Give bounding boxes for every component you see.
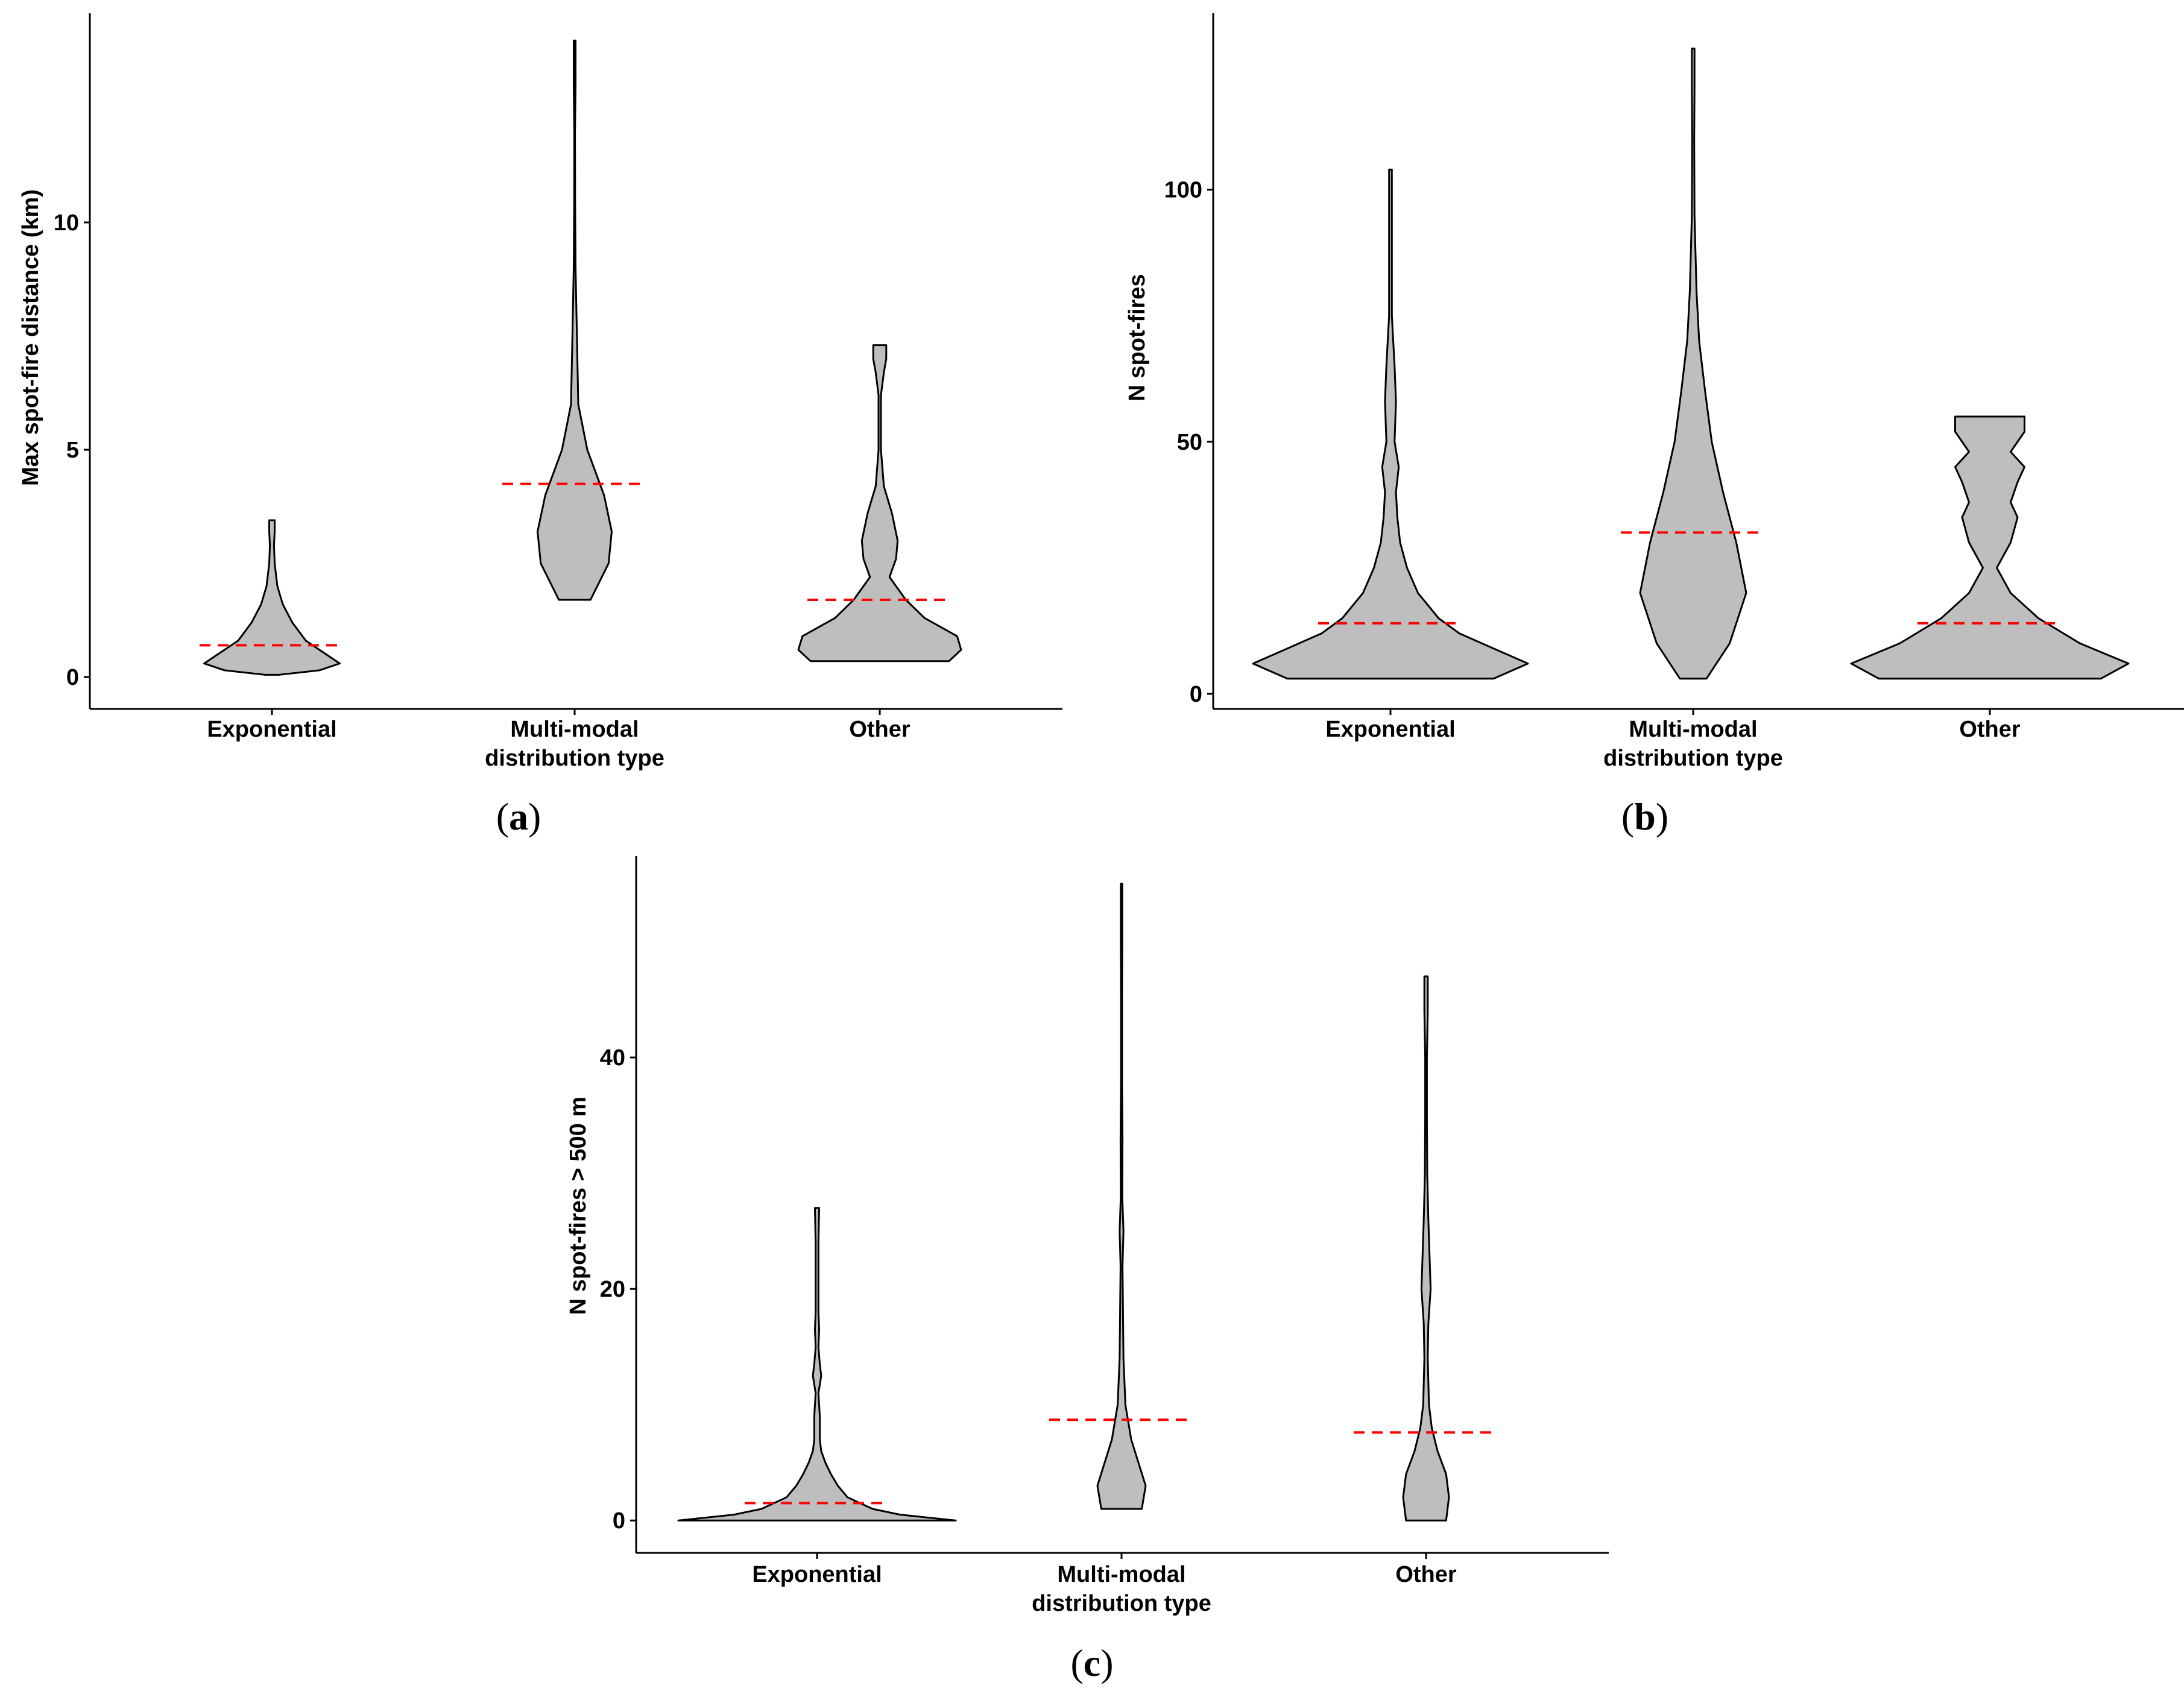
violins-b bbox=[1252, 48, 2130, 680]
violin-a-other bbox=[797, 344, 962, 663]
y-ticks-a: 0 5 10 bbox=[54, 210, 90, 690]
y-tick-label-b-100: 100 bbox=[1164, 178, 1202, 203]
panel-label-a: (a) bbox=[496, 795, 541, 838]
x-tick-label-c-other: Other bbox=[1395, 1562, 1457, 1587]
x-axis-title-b: distribution type bbox=[1603, 746, 1783, 771]
y-tick-label-a-10: 10 bbox=[54, 210, 79, 236]
violin-b-exponential bbox=[1252, 168, 1529, 680]
violin-c-multi-modal bbox=[1096, 883, 1147, 1510]
x-axis-title-c: distribution type bbox=[1032, 1591, 1211, 1616]
y-tick-label-b-50: 50 bbox=[1177, 430, 1202, 455]
panel-letter-b: b bbox=[1634, 795, 1656, 838]
violin-c-exponential bbox=[677, 1207, 957, 1522]
panel-letter-a: a bbox=[509, 795, 528, 838]
x-tick-label-b-other: Other bbox=[1959, 717, 2021, 742]
medians-a bbox=[200, 482, 952, 647]
panel-a: 0 5 10 Exponential Multi-modal Other distr… bbox=[18, 13, 1062, 838]
x-tick-label-c-exponential: Exponential bbox=[752, 1562, 882, 1587]
x-tick-label-b-multimodal: Multi-modal bbox=[1629, 717, 1757, 742]
y-tick-label-c-40: 40 bbox=[600, 1045, 625, 1071]
y-tick-label-b-0: 0 bbox=[1190, 682, 1202, 707]
x-tick-label-a-other: Other bbox=[849, 717, 911, 742]
panel-b: 0 50 100 Exponential Multi-modal Other dis… bbox=[1125, 13, 2184, 838]
panel-label-c: (c) bbox=[1070, 1642, 1113, 1684]
violins-a bbox=[203, 39, 962, 676]
y-tick-label-a-0: 0 bbox=[66, 665, 79, 690]
y-axis-title-a: Max spot-fire distance (km) bbox=[18, 189, 43, 486]
y-tick-label-a-5: 5 bbox=[66, 438, 79, 463]
y-ticks-c: 0 20 40 bbox=[600, 1045, 636, 1534]
panel-label-b: (b) bbox=[1621, 795, 1668, 838]
violin-a-multi-modal bbox=[537, 39, 613, 601]
y-ticks-b: 0 50 100 bbox=[1164, 178, 1213, 707]
medians-c bbox=[745, 1418, 1498, 1505]
x-tick-label-c-multimodal: Multi-modal bbox=[1057, 1562, 1185, 1587]
panel-letter-c: c bbox=[1084, 1642, 1100, 1684]
medians-b bbox=[1318, 531, 2062, 625]
panel-c: 0 20 40 Exponential Multi-modal Other dist… bbox=[566, 856, 1609, 1684]
y-axis-title-c: N spot-fires > 500 m bbox=[566, 1097, 591, 1315]
violin-a-exponential bbox=[203, 519, 341, 676]
y-axis-title-b: N spot-fires bbox=[1125, 274, 1150, 401]
violin-c-other bbox=[1402, 975, 1450, 1522]
x-axis-title-a: distribution type bbox=[485, 746, 664, 771]
x-tick-label-a-multimodal: Multi-modal bbox=[510, 717, 639, 742]
y-tick-label-c-0: 0 bbox=[613, 1508, 625, 1534]
y-tick-label-c-20: 20 bbox=[600, 1277, 625, 1302]
violins-c bbox=[677, 883, 1450, 1522]
violin-b-multi-modal bbox=[1639, 48, 1747, 680]
x-tick-label-a-exponential: Exponential bbox=[207, 717, 336, 742]
x-tick-label-b-exponential: Exponential bbox=[1325, 717, 1455, 742]
violin-b-other bbox=[1850, 415, 2130, 680]
